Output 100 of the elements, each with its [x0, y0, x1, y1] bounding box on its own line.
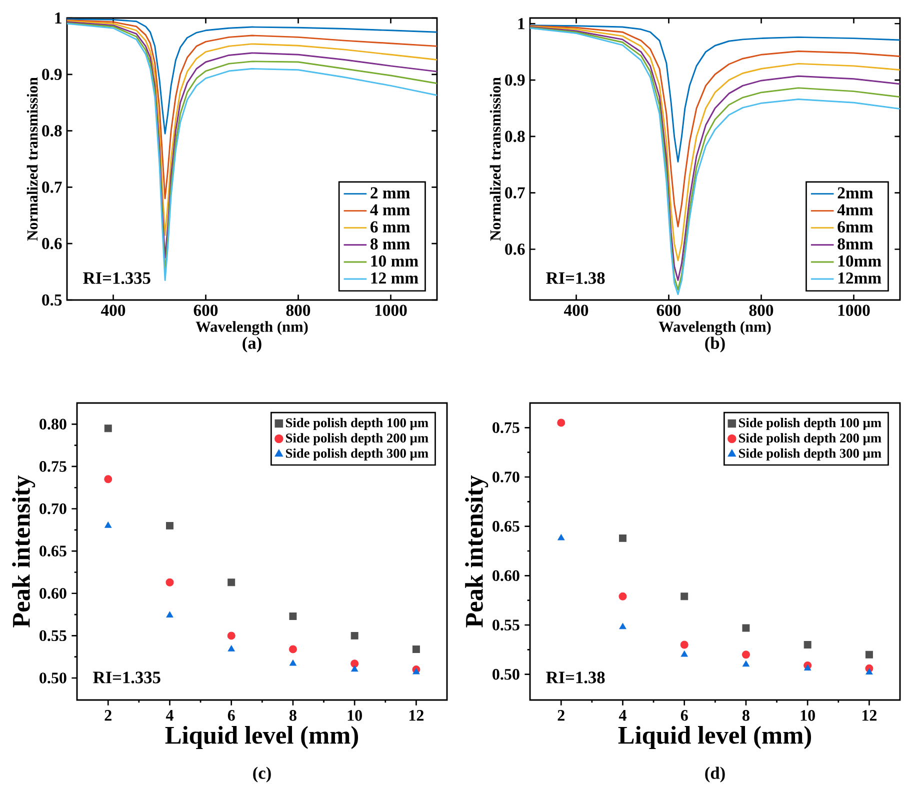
y-tick-label: 0.8 [505, 130, 525, 142]
legend-label: 4mm [837, 204, 873, 216]
legend-label: Side polish depth 300 µm [286, 448, 428, 461]
point [742, 660, 750, 667]
point [228, 578, 236, 586]
y-tick-label: 0.8 [42, 125, 62, 136]
x-tick-label: 800 [286, 304, 310, 316]
point [866, 668, 873, 675]
point [104, 522, 112, 528]
point [351, 666, 358, 672]
line-series [67, 18, 437, 134]
x-tick-label: 1000 [838, 304, 870, 316]
y-tick-label: 0.60 [40, 588, 66, 599]
point [412, 668, 420, 674]
y-tick-label: 0.7 [505, 187, 525, 198]
x-axis-title: Liquid level (mm) [165, 726, 358, 749]
point [558, 534, 565, 540]
y-axis-title: Normalized transmission [26, 77, 38, 241]
legend-label: Side polish depth 100 µm [286, 418, 428, 430]
y-tick-label: 1 [55, 12, 62, 24]
x-tick-label: 1000 [375, 304, 407, 316]
x-tick-label: 800 [749, 304, 774, 316]
y-tick-label: 0.60 [492, 570, 520, 582]
point [104, 475, 112, 484]
line-series [530, 24, 900, 163]
legend-label: Side polish depth 200 µm [739, 433, 882, 446]
point [618, 592, 627, 600]
text: (b) [705, 336, 725, 352]
x-tick-label: 10 [348, 710, 362, 721]
line-series [67, 20, 437, 200]
x-tick-label: 10 [800, 710, 815, 721]
x-tick-label: 6 [228, 710, 235, 721]
legend-label: 6 mm [370, 221, 410, 232]
point [865, 650, 873, 658]
y-tick-label: 0.75 [40, 461, 66, 472]
point [804, 664, 812, 671]
y-axis-title: Normalized transmission [490, 77, 501, 241]
x-axis-title: Liquid level (mm) [618, 726, 812, 749]
y-tick-label: 0.9 [42, 68, 62, 80]
point [412, 645, 420, 653]
point [742, 624, 750, 632]
y-tick-label: 0.55 [40, 630, 66, 642]
x-tick-label: 12 [862, 710, 877, 721]
point [619, 622, 626, 630]
x-tick-label: 8 [289, 710, 296, 721]
point [680, 650, 688, 657]
x-tick-label: 6 [680, 710, 688, 721]
legend-label: 10 mm [371, 255, 418, 267]
x-tick-label: 2 [558, 710, 564, 721]
point [350, 632, 358, 640]
y-tick-label: 0.70 [492, 472, 520, 482]
x-tick-label: 2 [104, 710, 112, 721]
y-tick-label: 0.55 [492, 620, 520, 630]
text: (a) [242, 336, 262, 352]
point [680, 640, 688, 649]
annotation: RI=1.38 [546, 672, 605, 684]
point [288, 645, 297, 654]
point [228, 645, 235, 652]
point [227, 632, 236, 640]
y-tick-label: 0.6 [42, 238, 62, 250]
point [742, 650, 750, 659]
legend-label: 10mm [838, 255, 882, 267]
legend-label: 8mm [838, 238, 873, 250]
y-tick-label: 0.7 [42, 182, 62, 193]
x-axis-title: Wavelength (nm) [658, 321, 771, 336]
x-tick-label: 400 [564, 304, 588, 316]
point [289, 612, 297, 620]
point [166, 611, 174, 618]
x-tick-label: 600 [656, 304, 681, 316]
legend-label: 4 mm [370, 204, 410, 216]
y-tick-label: 0.50 [492, 668, 520, 680]
x-tick-label: 400 [100, 304, 126, 316]
y-tick-label: 0.9 [505, 74, 525, 86]
annotation: RI=1.335 [83, 272, 150, 284]
y-tick-label: 0.75 [492, 422, 520, 434]
legend-label: 12mm [838, 272, 882, 284]
legend-label: 8 mm [370, 238, 410, 250]
x-tick-label: 12 [409, 710, 424, 721]
x-tick-label: 600 [194, 304, 218, 316]
annotation: RI=1.38 [546, 272, 605, 284]
point [166, 522, 174, 530]
y-axis-title: Peak intensity [465, 475, 488, 628]
x-tick-label: 4 [166, 710, 174, 721]
y-axis-title: Peak intensity [12, 475, 36, 628]
text: (c) [253, 766, 271, 782]
y-tick-label: 0.70 [40, 503, 66, 514]
legend-label: 12 mm [371, 272, 418, 284]
legend-label: Side polish depth 300 µm [739, 448, 882, 461]
point [104, 424, 112, 432]
point [680, 592, 688, 600]
point [166, 578, 174, 586]
y-tick-label: 0.6 [505, 244, 525, 255]
legend-label: Side polish depth 100 µm [739, 418, 882, 430]
y-tick-label: 0.5 [42, 294, 62, 306]
legend-label: 6mm [838, 221, 873, 232]
legend-label: 2 mm [370, 187, 410, 198]
legend-label: Side polish depth 200 µm [286, 433, 428, 446]
point [619, 534, 626, 542]
x-tick-label: 8 [742, 710, 750, 721]
legend-label: 2mm [838, 187, 873, 198]
